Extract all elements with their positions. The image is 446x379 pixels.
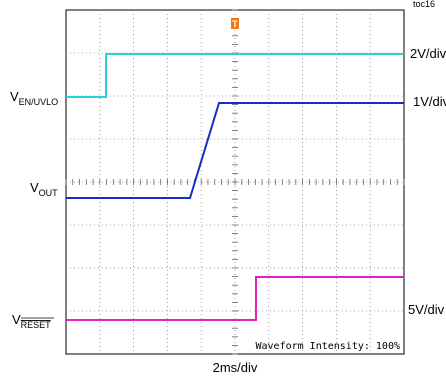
scale-label: 2V/div bbox=[410, 46, 446, 61]
label-base: V bbox=[12, 312, 21, 327]
trace-vout bbox=[66, 102, 404, 199]
scale-label: 5V/div bbox=[408, 302, 445, 317]
label-sub: RESET bbox=[21, 320, 52, 330]
label-sub: EN/UVLO bbox=[19, 97, 59, 107]
toc-label: toc16 bbox=[413, 0, 435, 9]
channel-label: VOUT bbox=[30, 180, 58, 198]
label-sub: OUT bbox=[39, 188, 59, 198]
svg-text:T: T bbox=[232, 19, 238, 29]
intensity-label: Waveform Intensity: 100% bbox=[256, 341, 401, 352]
trigger-marker: T bbox=[231, 18, 239, 29]
label-base: V bbox=[10, 89, 19, 104]
channel-label: VRESET bbox=[12, 312, 51, 330]
channel-label: VEN/UVLO bbox=[10, 89, 58, 107]
timebase-label: 2ms/div bbox=[213, 360, 258, 375]
trace-reset bbox=[66, 276, 404, 321]
trace-en-uvlo bbox=[66, 53, 404, 98]
grid bbox=[65, 9, 405, 355]
scale-label: 1V/div bbox=[413, 94, 446, 109]
label-base: V bbox=[30, 180, 39, 195]
